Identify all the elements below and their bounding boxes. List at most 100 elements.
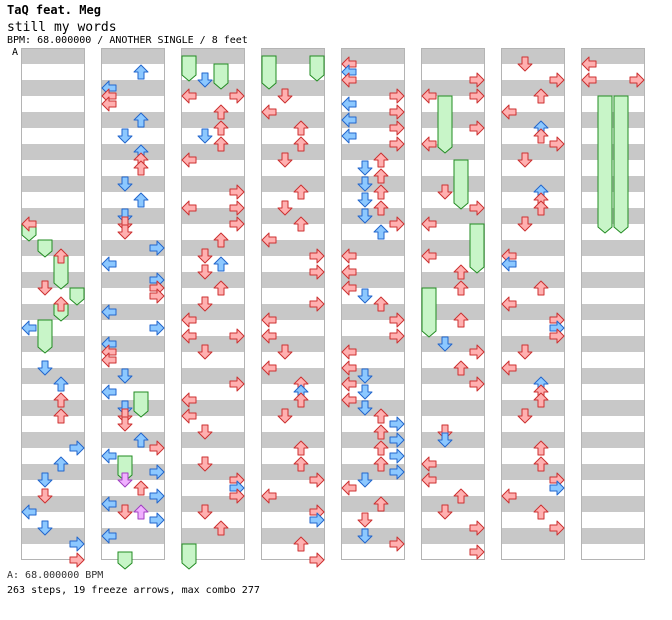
chart-column	[581, 48, 645, 560]
freeze-arrow	[261, 55, 277, 90]
beat-stripe	[101, 272, 165, 288]
beat-stripe	[581, 496, 645, 512]
step-arrow-right	[69, 440, 85, 456]
step-arrow-right	[389, 216, 405, 232]
step-arrow-down	[197, 296, 213, 312]
step-arrow-down	[437, 336, 453, 352]
step-arrow-up	[373, 440, 389, 456]
beat-stripe	[101, 176, 165, 192]
step-arrow-left	[341, 96, 357, 112]
step-arrow-up	[213, 280, 229, 296]
step-arrow-left	[261, 360, 277, 376]
beat-stripe	[581, 112, 645, 128]
step-arrow-right	[229, 328, 245, 344]
step-arrow-right	[549, 328, 565, 344]
step-arrow-right	[309, 296, 325, 312]
beat-stripe	[581, 144, 645, 160]
step-arrow-right	[469, 376, 485, 392]
step-arrow-left	[21, 216, 37, 232]
step-arrow-left	[501, 104, 517, 120]
step-arrow-right	[389, 448, 405, 464]
step-arrow-up	[133, 112, 149, 128]
beat-stripe	[21, 432, 85, 448]
step-arrow-left	[341, 344, 357, 360]
beat-stripe	[101, 368, 165, 384]
step-arrow-left	[101, 352, 117, 368]
beat-stripe	[501, 176, 565, 192]
step-arrow-right	[149, 288, 165, 304]
song-title: still my words	[7, 20, 117, 35]
step-arrow-left	[501, 256, 517, 272]
step-arrow-right	[469, 200, 485, 216]
beat-stripe	[341, 80, 405, 96]
beat-stripe	[581, 240, 645, 256]
step-arrow-up	[53, 248, 69, 264]
chart-meta: BPM: 68.000000 / ANOTHER SINGLE / 8 feet	[7, 35, 248, 46]
column-border	[21, 48, 85, 560]
step-arrow-down	[117, 472, 133, 488]
beat-stripe	[21, 400, 85, 416]
step-arrow-left	[421, 216, 437, 232]
section-label: A	[12, 47, 19, 58]
step-arrow-right	[229, 200, 245, 216]
freeze-arrow	[421, 287, 437, 338]
step-arrow-right	[389, 416, 405, 432]
step-arrow-left	[421, 88, 437, 104]
beat-stripe	[341, 336, 405, 352]
step-arrow-right	[469, 344, 485, 360]
step-arrow-up	[373, 200, 389, 216]
beat-stripe	[261, 464, 325, 480]
step-arrow-down	[117, 416, 133, 432]
beat-stripe	[421, 336, 485, 352]
step-arrow-right	[389, 104, 405, 120]
beat-stripe	[341, 240, 405, 256]
beat-stripe	[261, 144, 325, 160]
step-arrow-down	[357, 512, 373, 528]
step-arrow-down	[117, 176, 133, 192]
step-arrow-down	[197, 504, 213, 520]
beat-stripe	[181, 48, 245, 64]
freeze-arrow	[181, 55, 197, 82]
step-arrow-up	[533, 200, 549, 216]
beat-stripe	[261, 272, 325, 288]
beat-stripe	[341, 208, 405, 224]
step-arrow-right	[229, 376, 245, 392]
beat-stripe	[341, 464, 405, 480]
freeze-arrow	[613, 95, 629, 234]
beat-stripe	[501, 272, 565, 288]
chart-column	[101, 48, 165, 560]
beat-stripe	[421, 176, 485, 192]
step-arrow-down	[117, 504, 133, 520]
step-arrow-left	[181, 328, 197, 344]
step-arrow-right	[69, 552, 85, 568]
step-arrow-up	[373, 296, 389, 312]
step-arrow-down	[277, 200, 293, 216]
beat-stripe	[181, 144, 245, 160]
step-arrow-left	[101, 304, 117, 320]
step-arrow-down	[357, 288, 373, 304]
step-arrow-up	[213, 120, 229, 136]
step-arrow-up	[293, 120, 309, 136]
beat-stripe	[581, 48, 645, 64]
step-arrow-up	[533, 128, 549, 144]
step-arrow-left	[341, 112, 357, 128]
beat-stripe	[341, 112, 405, 128]
step-arrow-left	[181, 88, 197, 104]
step-arrow-down	[197, 456, 213, 472]
freeze-arrow	[309, 55, 325, 82]
chart-column	[421, 48, 485, 560]
step-arrow-up	[453, 488, 469, 504]
step-arrow-down	[37, 488, 53, 504]
step-arrow-up	[373, 408, 389, 424]
freeze-arrow	[117, 551, 133, 570]
step-arrow-left	[341, 72, 357, 88]
beat-stripe	[101, 208, 165, 224]
step-arrow-right	[469, 88, 485, 104]
step-arrow-left	[581, 56, 597, 72]
step-arrow-down	[357, 160, 373, 176]
beat-stripe	[21, 176, 85, 192]
step-arrow-right	[309, 512, 325, 528]
beat-stripe	[101, 496, 165, 512]
step-arrow-down	[277, 88, 293, 104]
step-arrow-right	[549, 520, 565, 536]
